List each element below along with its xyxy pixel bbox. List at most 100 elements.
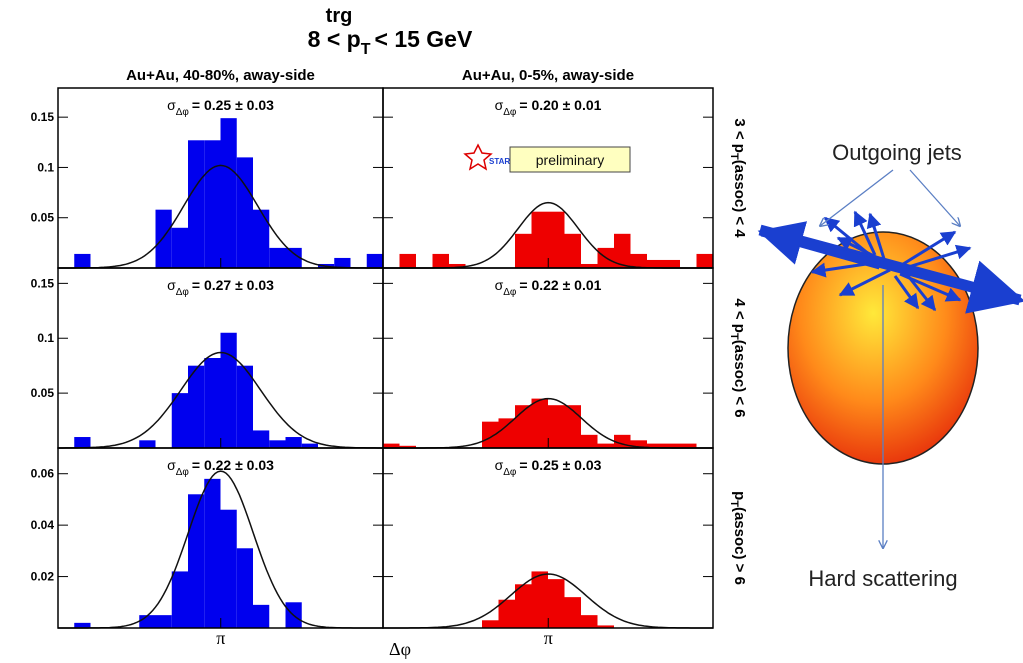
title-part: 8 < p [308,26,361,52]
annotation-sub: Δφ [176,287,190,298]
bar [564,233,581,268]
bar [155,615,172,628]
particle-arrows [810,210,972,312]
row-label-part: 4 < p [731,298,748,333]
bar [515,405,532,448]
bar [285,437,302,448]
bar [630,253,647,268]
bar [366,253,383,268]
bar [548,579,565,628]
pointer [909,169,960,226]
fit-curve [58,164,383,269]
y-tick-label: 0.04 [31,518,55,532]
bar [531,211,548,268]
bar [399,253,416,268]
bar [74,622,91,628]
bar [155,209,172,268]
annotation-symbol: σ [167,457,176,473]
row-label-part: (assoc) < 6 [731,340,748,418]
bar [663,443,680,448]
annotation-symbol: σ [167,97,176,113]
bar [220,332,237,448]
row-label-sub: T [728,333,740,340]
annotation-symbol: σ [167,277,176,293]
bar [515,584,532,628]
annotation-text: = 0.20 ± 0.01 [519,97,601,113]
row-label: pT(assoc) > 6 [728,491,748,585]
x-tick-label: π [216,628,225,648]
y-tick-label: 0.1 [37,331,54,345]
y-tick-label: 0.15 [31,110,55,124]
bar [236,157,253,268]
annotation: σΔφ = 0.20 ± 0.01 [495,97,602,118]
bar [139,615,156,628]
bar [564,405,581,448]
bar [581,263,598,268]
annotation-sub: Δφ [176,467,190,478]
annotation-text: = 0.27 ± 0.03 [192,277,274,293]
bar [630,440,647,448]
bar [647,259,664,268]
annotation: σΔφ = 0.27 ± 0.03 [167,277,274,298]
annotation-symbol: σ [495,277,504,293]
annotation-sub: Δφ [503,287,517,298]
row-label: 4 < pT(assoc) < 6 [728,298,748,417]
annotation: σΔφ = 0.25 ± 0.03 [495,457,602,478]
bar [236,365,253,448]
bar [383,443,400,448]
bar [680,443,697,448]
row-label: 3 < pT(assoc) < 4 [728,118,748,238]
bar [399,445,416,448]
row-label-sub: T [728,500,740,507]
bar [188,140,205,268]
y-tick-label: 0.05 [31,386,55,400]
annotation-text: = 0.22 ± 0.01 [519,277,601,293]
bar [220,118,237,268]
bar [74,437,91,448]
bar [531,398,548,448]
bar [269,247,286,268]
bar [663,259,680,268]
title-sub: T [361,41,371,58]
title-sup: trg [326,5,353,27]
bar [696,253,713,268]
title-part: < 15 GeV [375,26,473,52]
bar [171,571,188,628]
bar [515,233,532,268]
column-title: Au+Au, 40-80%, away-side [126,67,315,84]
annotation: σΔφ = 0.25 ± 0.03 [167,97,274,118]
diagram: Outgoing jets Hard scattering [757,140,1023,591]
x-tick-label: π [544,628,553,648]
bar [188,365,205,448]
bar [204,358,221,448]
stamp-box [509,146,631,173]
y-tick-label: 0.1 [37,160,54,174]
stamp-logo: STAR [489,157,510,166]
annotation-sub: Δφ [503,107,517,118]
jets-label: Outgoing jets [832,140,962,165]
bar [498,599,515,628]
bar [647,443,664,448]
chart-title: 8 < pT < 15 GeV [308,26,473,58]
stamp-text: preliminary [536,152,604,168]
bar [482,421,499,448]
bar [498,418,515,448]
row-label-part: (assoc) < 4 [731,160,748,239]
bar [204,478,221,628]
bar [171,227,188,268]
bar [253,209,270,268]
y-tick-label: 0.05 [31,211,55,225]
bar [548,211,565,268]
annotation: σΔφ = 0.22 ± 0.03 [167,457,274,478]
bar [531,571,548,628]
bar [285,247,302,268]
jet-arrow [757,221,882,270]
bar [139,440,156,448]
y-tick-label: 0.02 [31,570,55,584]
pointer [820,169,894,226]
bar [301,443,318,448]
bar [220,509,237,628]
bar [204,140,221,268]
y-tick-label: 0.06 [31,467,55,481]
